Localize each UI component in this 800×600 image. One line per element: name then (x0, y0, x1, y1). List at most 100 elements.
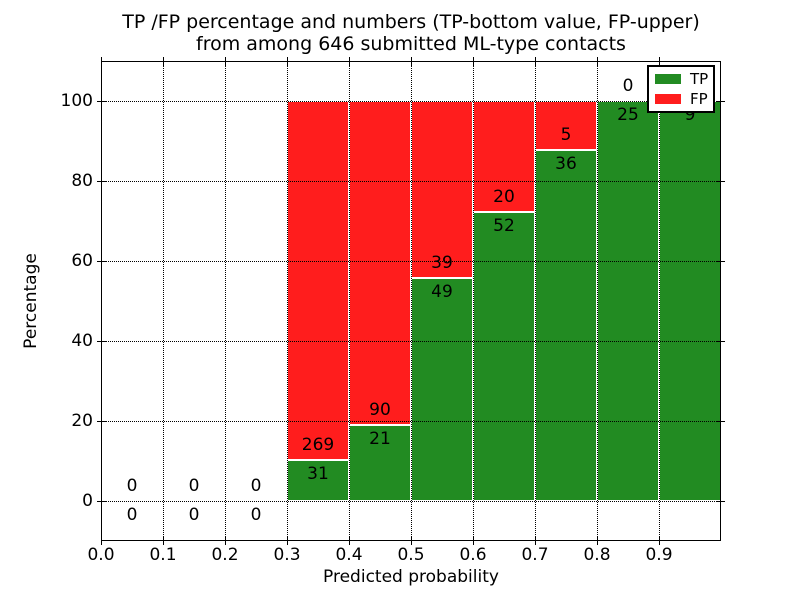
gridline-x (225, 61, 226, 541)
y-tick-mark (97, 421, 106, 422)
bar-segment-tp (349, 425, 411, 501)
bar-segment-tp (535, 149, 597, 501)
bar-segment-tp (597, 101, 659, 501)
y-tick-mark (97, 341, 106, 342)
x-tick-mark (163, 57, 164, 66)
x-tick-mark (163, 536, 164, 545)
bar-value-label-tp: 0 (250, 505, 262, 525)
x-tick-mark (597, 57, 598, 66)
x-tick-mark (101, 536, 102, 545)
x-tick-mark (349, 57, 350, 66)
x-tick-label: 0.0 (87, 545, 115, 565)
x-tick-mark (535, 536, 536, 545)
bar-segment-tp (287, 459, 349, 501)
x-tick-label: 0.3 (273, 545, 301, 565)
y-tick-mark (716, 101, 725, 102)
bar-segment-fp (535, 101, 597, 150)
x-tick-label: 0.9 (645, 545, 673, 565)
bar-value-label-tp: 0 (188, 505, 200, 525)
x-tick-mark (473, 57, 474, 66)
legend-label-tp: TP (690, 70, 709, 88)
bar-segment-fp (349, 101, 411, 426)
gridline-x (659, 61, 660, 541)
y-tick-mark (97, 101, 106, 102)
x-tick-label: 0.5 (397, 545, 425, 565)
plot-area: 0000002693190213949205253602509 (97, 57, 725, 545)
x-tick-label: 0.2 (211, 545, 239, 565)
y-tick-mark (716, 181, 725, 182)
bar-value-label-fp: 0 (250, 476, 262, 496)
x-tick-mark (473, 536, 474, 545)
y-tick-label: 60 (71, 251, 93, 271)
bar-value-label-fp: 269 (301, 434, 335, 455)
x-tick-label: 0.4 (335, 545, 363, 565)
x-tick-label: 0.1 (149, 545, 177, 565)
gridline-x (597, 61, 598, 541)
bar-value-label-tp: 52 (493, 216, 515, 237)
x-tick-mark (225, 536, 226, 545)
bar-segment-fp (411, 101, 473, 279)
x-tick-label: 0.8 (583, 545, 611, 565)
y-tick-mark (716, 261, 725, 262)
y-tick-mark (716, 501, 725, 502)
x-axis-label: Predicted probability (323, 567, 499, 587)
y-tick-label: 20 (71, 411, 93, 431)
bar-value-label-tp: 36 (555, 153, 577, 174)
y-tick-label: 0 (82, 491, 93, 511)
bar-value-label-fp: 0 (622, 76, 634, 96)
bar-segment-tp (659, 101, 721, 501)
y-tick-label: 80 (71, 171, 93, 191)
x-tick-mark (535, 57, 536, 66)
x-tick-mark (659, 57, 660, 66)
legend-label-fp: FP (690, 90, 708, 108)
bar-value-label-fp: 5 (560, 124, 572, 145)
bar-value-label-tp: 9 (684, 105, 696, 125)
x-tick-label: 0.7 (521, 545, 549, 565)
x-tick-mark (101, 57, 102, 66)
fp-color-swatch (655, 94, 681, 104)
chart-title: TP /FP percentage and numbers (TP-bottom… (101, 11, 721, 55)
bar-value-label-tp: 21 (369, 429, 391, 450)
bar-segment-fp (287, 101, 349, 460)
y-tick-mark (97, 181, 106, 182)
x-tick-mark (349, 536, 350, 545)
y-tick-label: 100 (60, 91, 93, 111)
y-tick-mark (97, 501, 106, 502)
bar-value-label-fp: 0 (126, 476, 138, 496)
x-tick-mark (411, 57, 412, 66)
y-tick-mark (97, 261, 106, 262)
legend-entry-fp: FP (655, 91, 713, 107)
right-spine (720, 61, 721, 541)
y-tick-mark (716, 421, 725, 422)
chart-title-line1: TP /FP percentage and numbers (TP-bottom… (122, 11, 700, 33)
bar-segment-tp (473, 212, 535, 501)
gridline-x (535, 61, 536, 541)
bar-value-label-tp: 31 (307, 463, 329, 484)
bar-value-label-fp: 20 (493, 187, 515, 208)
bar-value-label-fp: 39 (431, 253, 453, 274)
x-tick-mark (659, 536, 660, 545)
x-tick-mark (287, 57, 288, 66)
bar-value-label-tp: 49 (431, 282, 453, 303)
y-tick-mark (716, 341, 725, 342)
y-tick-label: 40 (71, 331, 93, 351)
gridline-x (163, 61, 164, 541)
legend-entry-tp: TP (655, 71, 713, 87)
gridline-x (349, 61, 350, 541)
tp-color-swatch (655, 74, 681, 84)
gridline-x (473, 61, 474, 541)
x-tick-mark (225, 57, 226, 66)
bar-value-label-fp: 90 (369, 400, 391, 421)
x-tick-mark (411, 536, 412, 545)
gridline-x (287, 61, 288, 541)
left-spine (101, 61, 102, 541)
bar-value-label-tp: 25 (617, 105, 639, 125)
x-tick-label: 0.6 (459, 545, 487, 565)
gridline-x (411, 61, 412, 541)
chart-title-line2: from among 646 submitted ML-type contact… (196, 33, 626, 55)
legend: TP FP (647, 65, 715, 113)
bar-value-label-tp: 0 (126, 505, 138, 525)
bar-segment-tp (411, 278, 473, 501)
x-tick-mark (597, 536, 598, 545)
